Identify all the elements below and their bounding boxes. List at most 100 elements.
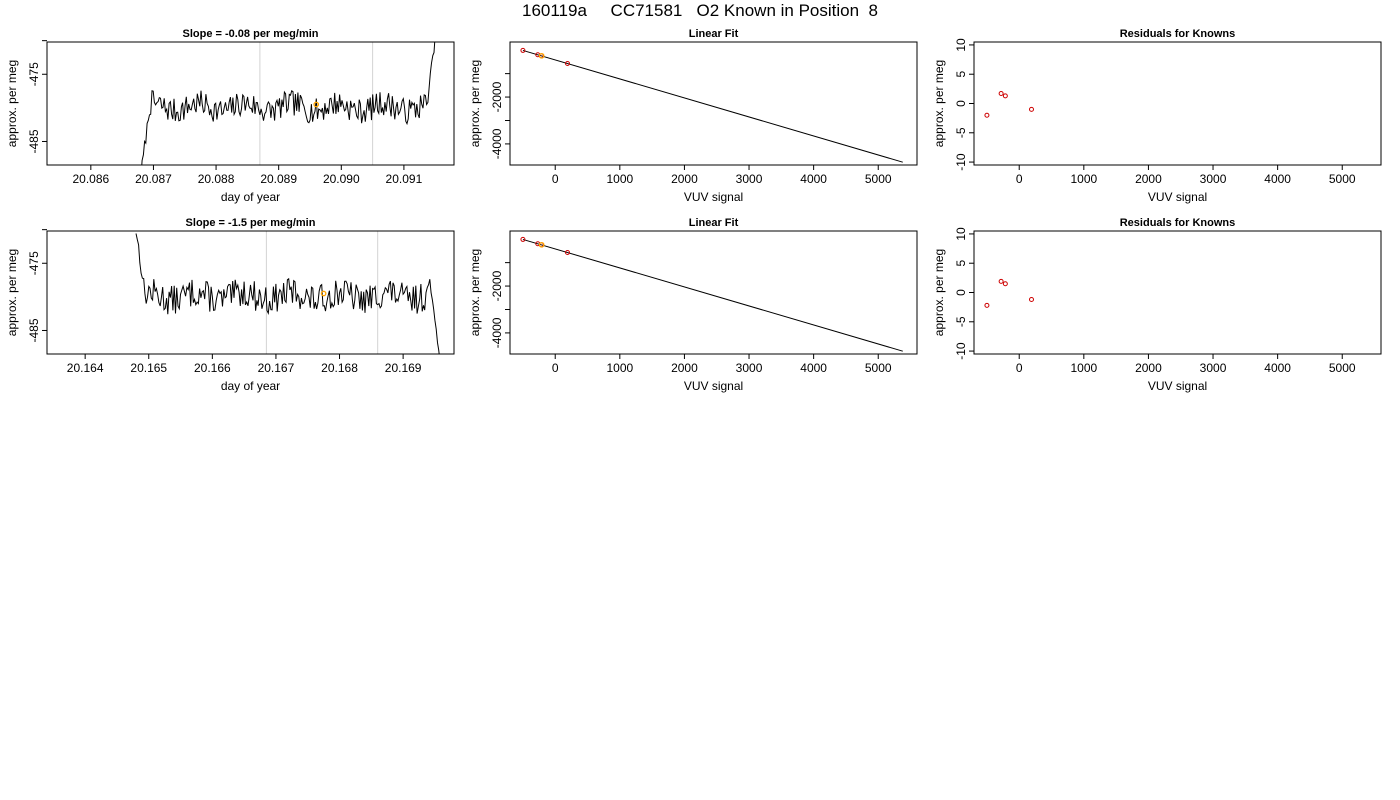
x-tick-label: 4000: [1264, 172, 1291, 186]
y-tick-label: -10: [954, 342, 968, 360]
plot-area: [984, 91, 1034, 118]
residuals-chart-row1: Residuals for Knowns 0 1000 2000 3000 4000 500…: [932, 28, 1382, 204]
highlight-point: [538, 52, 545, 59]
y-axis-label: approx. per meg: [932, 249, 946, 336]
residual-point: [998, 91, 1004, 97]
plot-frame: [46, 41, 455, 166]
y-axis-label: approx. per meg: [468, 60, 482, 147]
y-tick-label: -2000: [490, 270, 504, 301]
x-tick-label: 20.086: [72, 172, 109, 186]
residual-point: [1002, 93, 1008, 99]
x-axis-label: VUV signal: [684, 190, 743, 204]
y-tick-label: -4000: [490, 317, 504, 348]
x-tick-label: 0: [1016, 361, 1023, 375]
x-tick-label: 3000: [1200, 172, 1227, 186]
residuals-chart-row2: Residuals for Knowns 0 1000 2000 3000 4000 500…: [932, 217, 1382, 393]
y-axis-label: approx. per meg: [932, 60, 946, 147]
plot-frame: [509, 41, 918, 166]
fit-line: [522, 49, 903, 163]
x-tick-label: 5000: [865, 361, 892, 375]
x-tick-label: 20.164: [67, 361, 104, 375]
y-tick-label: -5: [954, 127, 968, 138]
chart-title: Residuals for Knowns: [1120, 217, 1236, 229]
plot-area: [135, 233, 440, 354]
y-tick-label: -2000: [490, 81, 504, 112]
y-tick-label: 5: [954, 71, 968, 78]
x-tick-label: 0: [1016, 172, 1023, 186]
residual-point: [998, 278, 1004, 284]
plot-area: [520, 47, 903, 163]
series-line: [141, 42, 436, 165]
x-tick-label: 20.091: [386, 172, 423, 186]
residual-point: [984, 302, 990, 308]
x-tick-label: 2000: [1135, 172, 1162, 186]
y-tick-label: -10: [954, 153, 968, 171]
x-tick-label: 20.168: [321, 361, 358, 375]
known-point: [520, 47, 526, 53]
plot-area: [141, 42, 436, 165]
x-tick-label: 1000: [1070, 172, 1097, 186]
x-tick-label: 20.169: [385, 361, 422, 375]
x-tick-label: 0: [552, 361, 559, 375]
known-point: [564, 249, 570, 255]
y-tick-label: 5: [954, 260, 968, 267]
known-point: [564, 60, 570, 66]
plot-area: [520, 236, 903, 352]
x-tick-label: 20.165: [130, 361, 167, 375]
residual-point: [1028, 297, 1034, 303]
chart-title: Slope = -0.08 per meg/min: [182, 28, 318, 40]
x-tick-label: 20.089: [260, 172, 297, 186]
residual-point: [1028, 106, 1034, 112]
residual-point: [1002, 281, 1008, 287]
x-tick-label: 4000: [1264, 361, 1291, 375]
plot-area: [984, 278, 1034, 308]
y-tick-label: -475: [27, 62, 41, 86]
x-tick-label: 5000: [1329, 361, 1356, 375]
x-tick-label: 4000: [800, 361, 827, 375]
linear-fit-chart-row2: Linear Fit 0 1000 2000 3000 4000 5000 -4000 -200…: [468, 217, 918, 393]
plot-frame: [973, 41, 1382, 166]
x-tick-label: 20.088: [198, 172, 235, 186]
x-axis-label: day of year: [221, 190, 280, 204]
y-axis-label: approx. per meg: [468, 249, 482, 336]
x-axis-label: VUV signal: [1148, 379, 1207, 393]
y-tick-label: 0: [954, 100, 968, 107]
time-series-chart-row1: Slope = -0.08 per meg/min 20.086 20.087 20.…: [5, 28, 455, 204]
residual-point: [984, 112, 990, 118]
series-line: [135, 233, 440, 354]
highlight-point: [313, 101, 320, 108]
x-tick-label: 1000: [606, 361, 633, 375]
known-point: [520, 236, 526, 242]
x-tick-label: 4000: [800, 172, 827, 186]
y-tick-label: -4000: [490, 128, 504, 159]
y-tick-label: 10: [954, 38, 968, 52]
plot-frame: [973, 230, 1382, 355]
y-tick-label: -5: [954, 316, 968, 327]
page-title: 160119a CC71581 O2 Known in Position 8: [522, 1, 878, 20]
x-tick-label: 0: [552, 172, 559, 186]
chart-title: Linear Fit: [689, 217, 739, 229]
x-tick-label: 2000: [1135, 361, 1162, 375]
x-tick-label: 3000: [736, 172, 763, 186]
x-tick-label: 20.167: [258, 361, 295, 375]
plot-frame: [46, 230, 455, 355]
y-tick-label: -475: [27, 251, 41, 275]
y-tick-label: 0: [954, 289, 968, 296]
linear-fit-chart-row1: Linear Fit 0 1000 2000 3000 4000 5000 -4000 -200…: [468, 28, 918, 204]
x-axis-label: day of year: [221, 379, 280, 393]
x-tick-label: 3000: [736, 361, 763, 375]
y-axis-label: approx. per meg: [5, 249, 19, 336]
x-tick-label: 2000: [671, 172, 698, 186]
chart-title: Slope = -1.5 per meg/min: [186, 217, 316, 229]
x-tick-label: 20.090: [323, 172, 360, 186]
x-tick-label: 1000: [606, 172, 633, 186]
x-tick-label: 3000: [1200, 361, 1227, 375]
x-tick-label: 2000: [671, 361, 698, 375]
x-axis-label: VUV signal: [684, 379, 743, 393]
x-tick-label: 1000: [1070, 361, 1097, 375]
x-axis-label: VUV signal: [1148, 190, 1207, 204]
x-tick-label: 20.166: [194, 361, 231, 375]
chart-title: Linear Fit: [689, 28, 739, 40]
y-axis-label: approx. per meg: [5, 60, 19, 147]
chart-title: Residuals for Knowns: [1120, 28, 1236, 40]
